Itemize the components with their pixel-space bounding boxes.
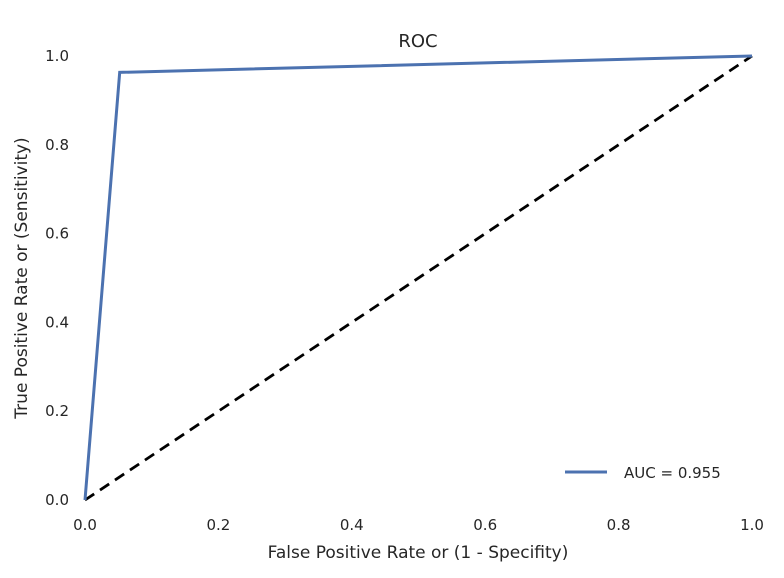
y-tick-label: 0.8 xyxy=(45,136,69,154)
y-tick-labels: 0.0 0.2 0.4 0.6 0.8 1.0 xyxy=(45,47,69,509)
chart-title: ROC xyxy=(398,31,437,52)
x-tick-label: 1.0 xyxy=(740,516,764,534)
x-tick-labels: 0.0 0.2 0.4 0.6 0.8 1.0 xyxy=(73,516,764,534)
x-tick-label: 0.8 xyxy=(607,516,631,534)
y-axis-label: True Positive Rate or (Sensitivity) xyxy=(12,137,32,419)
y-tick-label: 0.2 xyxy=(45,402,69,420)
x-tick-label: 0.0 xyxy=(73,516,97,534)
x-tick-label: 0.2 xyxy=(206,516,230,534)
legend: AUC = 0.955 xyxy=(565,464,721,482)
y-tick-label: 0.6 xyxy=(45,225,69,243)
x-tick-label: 0.4 xyxy=(340,516,364,534)
plot-area xyxy=(83,54,753,502)
x-tick-label: 0.6 xyxy=(473,516,497,534)
x-axis-label: False Positive Rate or (1 - Specifity) xyxy=(268,543,569,563)
y-tick-label: 0.4 xyxy=(45,313,69,331)
y-tick-label: 0.0 xyxy=(45,491,69,509)
reference-diagonal-line xyxy=(84,54,753,502)
y-tick-label: 1.0 xyxy=(45,47,69,65)
roc-curve-line xyxy=(83,54,753,501)
legend-entry-label: AUC = 0.955 xyxy=(624,464,721,482)
